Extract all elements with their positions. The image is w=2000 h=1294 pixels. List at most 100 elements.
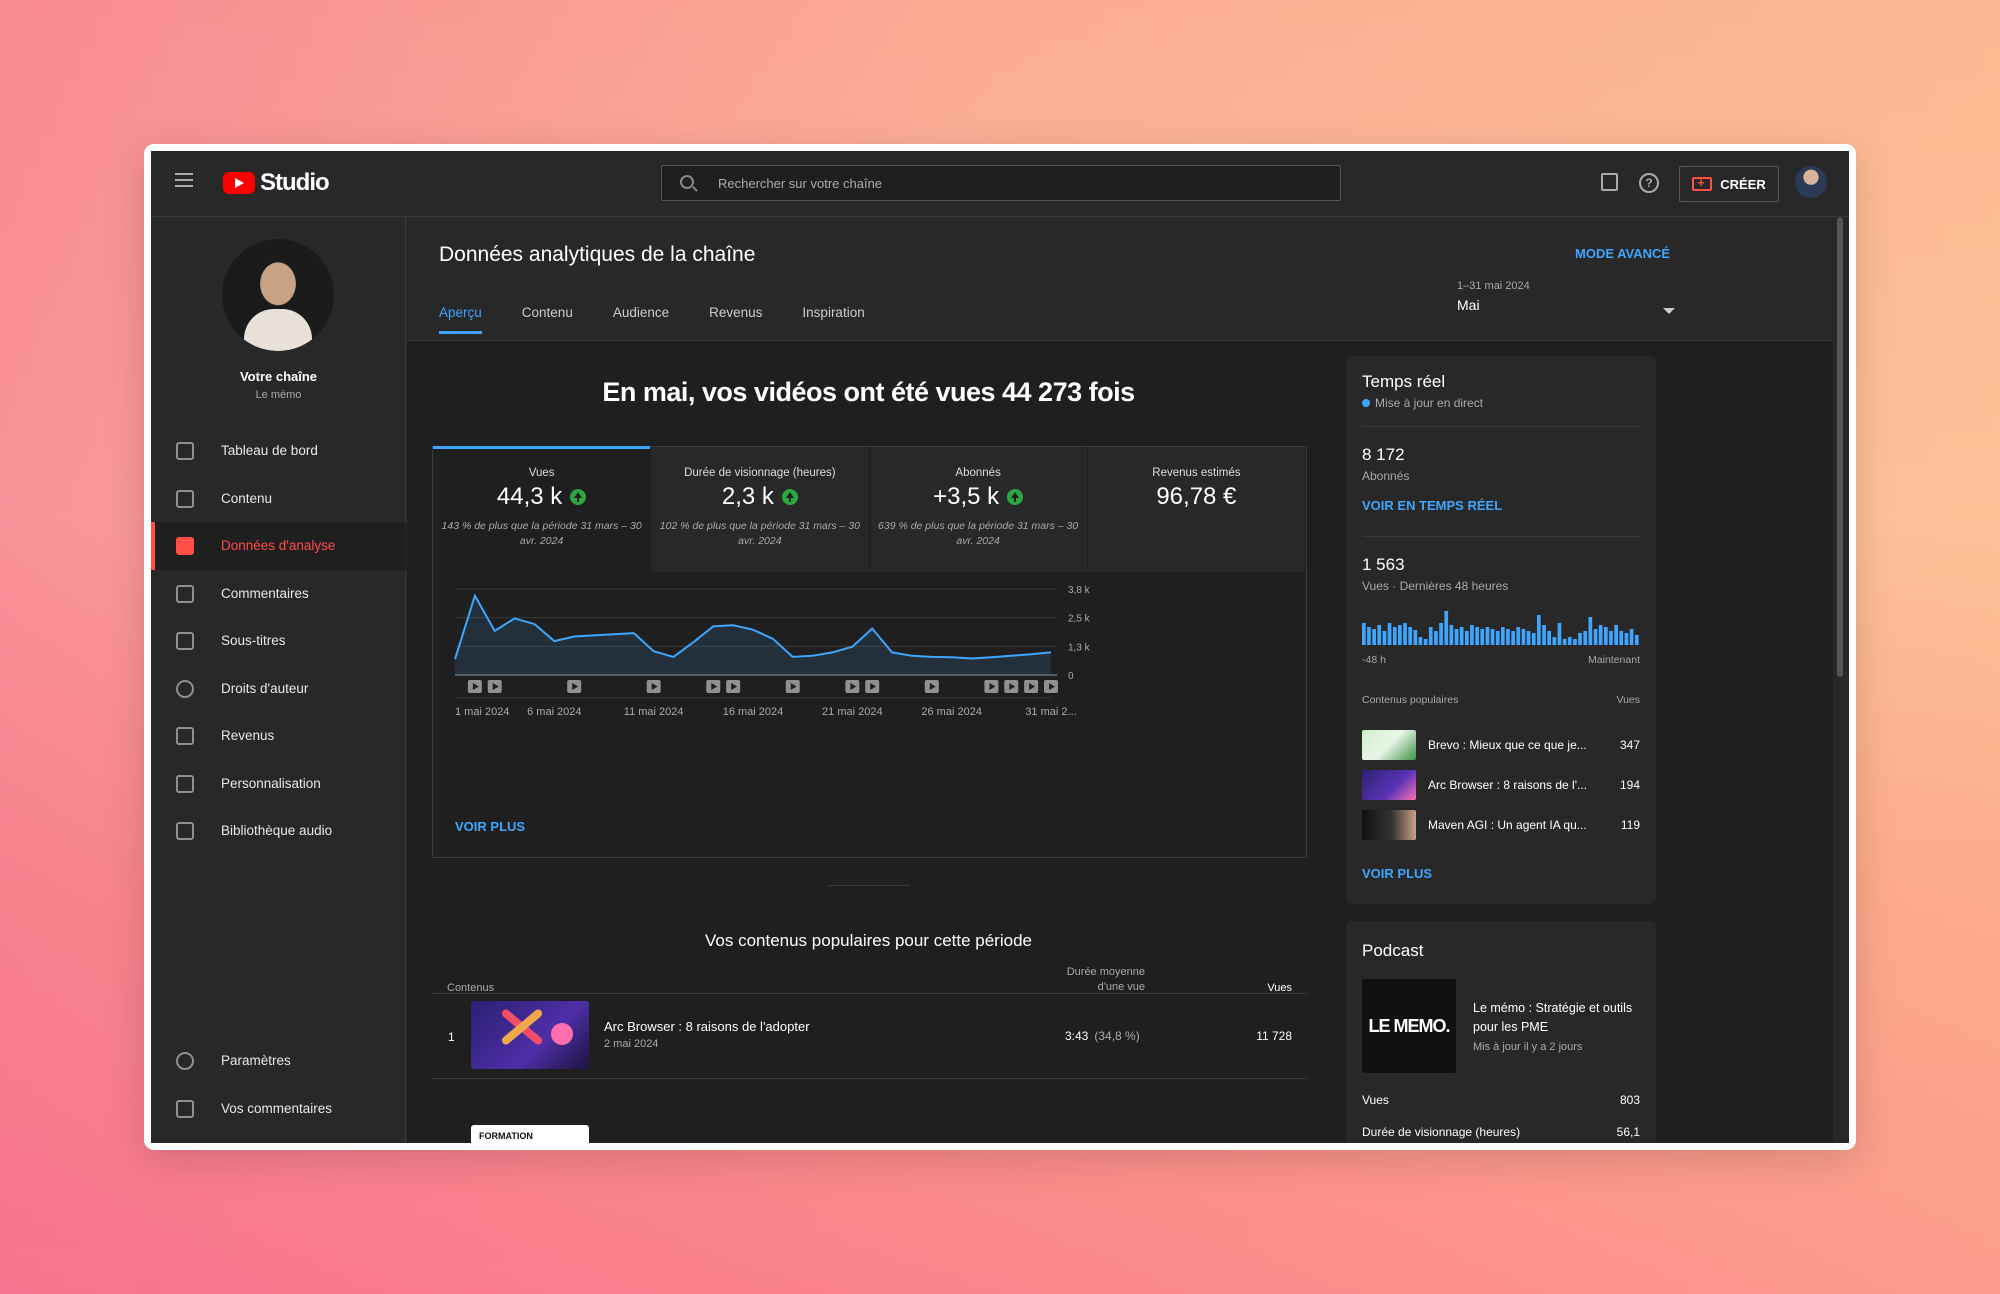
magic-wand-icon <box>176 774 194 793</box>
sidebar-item-earn[interactable]: Revenus <box>151 712 406 760</box>
thumbnail-shape <box>551 1023 573 1045</box>
realtime-subscribers-label: Abonnés <box>1362 469 1410 483</box>
metric-value-row: 44,3 k <box>433 483 650 511</box>
realtime-bar <box>1557 623 1562 645</box>
create-video-icon <box>1692 175 1713 191</box>
video-marker-play <box>731 683 738 690</box>
channel-avatar[interactable] <box>222 239 334 351</box>
table-divider <box>432 993 1307 994</box>
popular-item[interactable]: Arc Browser : 8 raisons de l'... 194 <box>1362 770 1640 800</box>
sidebar-item-dashboard[interactable]: Tableau de bord <box>151 427 406 475</box>
metric-revenue[interactable]: Revenus estimés 96,78 € <box>1087 447 1306 572</box>
chevron-down-icon[interactable] <box>1663 308 1675 314</box>
tab-revenue[interactable]: Revenus <box>709 305 763 320</box>
create-button[interactable]: CRÉER <box>1679 166 1779 202</box>
bar-axis-end: Maintenant <box>1588 654 1640 666</box>
tab-content[interactable]: Contenu <box>521 305 573 320</box>
metric-watch-time[interactable]: Durée de visionnage (heures) 2,3 k 102 %… <box>651 447 870 572</box>
stat-label: Vues <box>1362 1093 1389 1107</box>
popular-thumbnail <box>1362 730 1416 760</box>
realtime-bar-chart[interactable] <box>1362 609 1640 645</box>
table-row[interactable]: 1 Arc Browser : 8 raisons de l'adopter 2… <box>432 993 1307 1078</box>
sidebar-item-label: Sous-titres <box>221 633 286 649</box>
realtime-bar <box>1578 633 1582 645</box>
realtime-bar <box>1537 615 1541 645</box>
page-scrollbar[interactable] <box>1837 217 1843 677</box>
create-label: CRÉER <box>1720 176 1766 192</box>
sidebar-item-audio-library[interactable]: Bibliothèque audio <box>151 807 406 855</box>
side-panels: Temps réel Mise à jour en direct 8 172 A… <box>1330 341 1833 1143</box>
arrow-up-icon <box>1007 489 1024 505</box>
realtime-panel: Temps réel Mise à jour en direct 8 172 A… <box>1346 356 1656 904</box>
video-marker-play <box>472 683 479 690</box>
sidebar-item-subtitles[interactable]: Sous-titres <box>151 617 406 665</box>
menu-icon[interactable] <box>175 173 193 187</box>
tab-inspiration[interactable]: Inspiration <box>802 305 865 320</box>
see-more-link[interactable]: VOIR PLUS <box>1362 866 1433 881</box>
advanced-mode-link[interactable]: MODE AVANCÉ <box>1575 246 1671 261</box>
popular-views: 119 <box>1620 818 1640 832</box>
dollar-icon <box>176 727 194 745</box>
podcast-show-title[interactable]: Le mémo : Stratégie et outils pour les P… <box>1473 1001 1633 1034</box>
realtime-bar <box>1372 629 1376 645</box>
x-tick-label: 31 mai 2... <box>1025 706 1076 718</box>
section-divider <box>828 885 910 886</box>
realtime-bar <box>1403 623 1407 645</box>
date-range-label: 1–31 mai 2024 <box>1457 280 1530 292</box>
views-chart: 3,8 k 2,5 k 1,3 k 0 1 mai 2024 6 mai 2024 11 m… <box>454 585 1091 718</box>
overview-column: En mai, vos vidéos ont été vues 44 273 f… <box>407 341 1330 1143</box>
podcast-cover[interactable]: LE MEMO. <box>1362 979 1456 1073</box>
metric-views[interactable]: Vues 44,3 k 143 % de plus que la période… <box>433 446 652 572</box>
sidebar-item-customization[interactable]: Personnalisation <box>151 760 406 808</box>
see-realtime-link[interactable]: VOIR EN TEMPS RÉEL <box>1362 498 1503 513</box>
metric-value-row: 2,3 k <box>651 483 868 511</box>
sidebar-item-feedback[interactable]: Vos commentaires <box>151 1085 406 1133</box>
studio-logo[interactable]: Studio <box>223 169 330 197</box>
stat-value: 803 <box>1619 1093 1640 1107</box>
see-more-link[interactable]: VOIR PLUS <box>455 819 526 834</box>
column-header-views[interactable]: Vues <box>1267 982 1292 994</box>
sidebar-item-settings[interactable]: Paramètres <box>151 1037 406 1085</box>
realtime-bar <box>1624 633 1629 645</box>
realtime-bar <box>1449 625 1454 645</box>
account-avatar[interactable] <box>1795 166 1827 198</box>
help-icon[interactable]: ? <box>1639 173 1659 193</box>
metric-subscribers[interactable]: Abonnés +3,5 k 639 % de plus que la péri… <box>869 447 1088 572</box>
tab-overview[interactable]: Aperçu <box>439 305 482 334</box>
video-title[interactable]: Arc Browser : 8 raisons de l'adopter <box>604 1019 810 1034</box>
podcast-stat: Durée de visionnage (heures) 56,1 <box>1362 1125 1640 1139</box>
popular-views-header: Vues <box>1616 694 1640 706</box>
subtitles-icon <box>176 632 194 650</box>
x-tick-label: 21 mai 2024 <box>822 706 883 718</box>
realtime-bar <box>1506 629 1510 645</box>
realtime-bar <box>1604 627 1608 645</box>
popular-item[interactable]: Maven AGI : Un agent IA qu... 119 <box>1362 810 1640 840</box>
popular-views: 347 <box>1619 738 1640 752</box>
panel-divider <box>1362 426 1640 427</box>
date-range-select[interactable]: Mai <box>1457 297 1480 313</box>
logo-text: Studio <box>260 169 330 196</box>
video-thumbnail[interactable] <box>471 1001 589 1069</box>
audio-library-icon <box>176 822 194 840</box>
sidebar-item-copyright[interactable]: Droits d'auteur <box>151 665 406 713</box>
feedback-icon <box>176 1099 194 1118</box>
video-thumbnail[interactable]: FORMATION <box>471 1125 589 1143</box>
search-input[interactable]: Rechercher sur votre chaîne <box>661 165 1341 201</box>
column-header-content: Contenus <box>447 982 495 994</box>
realtime-title: Temps réel <box>1362 372 1446 391</box>
main-content: Données analytiques de la chaîne MODE AV… <box>407 217 1833 1143</box>
sidebar-item-comments[interactable]: Commentaires <box>151 570 406 618</box>
sidebar-item-analytics[interactable]: Données d'analyse <box>151 522 406 570</box>
tab-audience[interactable]: Audience <box>612 305 670 320</box>
sidebar-item-content[interactable]: Contenu <box>151 475 406 523</box>
video-marker-play <box>989 683 996 690</box>
page-title: Données analytiques de la chaîne <box>439 243 756 266</box>
top-bar: Studio Rechercher sur votre chaîne ? CRÉ… <box>151 151 1849 217</box>
column-header-duration-line2: d'une vue <box>1097 981 1145 993</box>
realtime-bar <box>1465 631 1469 645</box>
popular-views: 194 <box>1619 778 1640 792</box>
notes-icon[interactable] <box>1601 173 1618 191</box>
popular-thumbnail <box>1362 770 1416 800</box>
popular-item[interactable]: Brevo : Mieux que ce que je... 347 <box>1362 730 1640 760</box>
metrics-card: Vues 44,3 k 143 % de plus que la période… <box>432 446 1307 858</box>
